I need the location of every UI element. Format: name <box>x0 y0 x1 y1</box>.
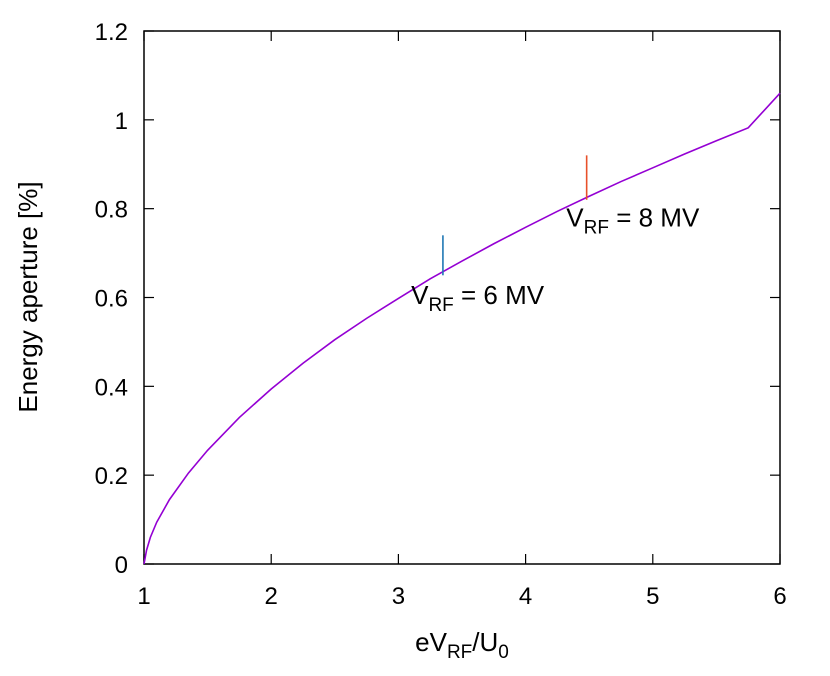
annotation-2: VRF = 8 MV <box>566 155 700 238</box>
annotation-label: VRF = 6 MV <box>411 280 545 316</box>
x-axis-label: eVRF/U0 <box>415 627 509 663</box>
x-tick-label: 6 <box>773 583 786 610</box>
x-tick-label: 3 <box>392 583 405 610</box>
y-tick-label: 0 <box>115 552 128 579</box>
x-tick-label: 1 <box>137 583 150 610</box>
annotation-label-sub: RF <box>428 295 453 316</box>
annotation-label-main: V <box>566 202 584 232</box>
annotation-label-sub: RF <box>584 217 609 238</box>
annotation-label: VRF = 8 MV <box>566 202 700 238</box>
x-tick-label: 5 <box>646 583 659 610</box>
y-tick-label: 0.2 <box>95 463 128 490</box>
x-tick-label: 4 <box>519 583 532 610</box>
y-tick-label: 0.8 <box>95 197 128 224</box>
annotation-1: VRF = 6 MV <box>411 235 545 316</box>
y-tick-label: 0.4 <box>95 374 128 401</box>
x-axis-label-sub2: 0 <box>498 642 509 663</box>
axis-tick-labels: 1 2 3 4 5 6 0 0.2 0.4 0.6 0.8 1 1.2 <box>95 19 787 610</box>
y-tick-label: 1 <box>115 108 128 135</box>
y-axis-label: Energy aperture [%] <box>13 181 43 412</box>
y-tick-label: 1.2 <box>95 19 128 46</box>
annotation-label-main: V <box>411 280 429 310</box>
annotation-label-rest: = 8 MV <box>609 202 700 232</box>
x-axis-label-main: eV <box>415 627 447 657</box>
axis-ticks <box>143 30 781 565</box>
energy-aperture-curve <box>143 92 781 565</box>
x-axis-label-mid: /U <box>472 627 498 657</box>
annotation-label-rest: = 6 MV <box>454 280 545 310</box>
x-axis-label-sub1: RF <box>447 642 472 663</box>
x-tick-label: 2 <box>265 583 278 610</box>
y-tick-label: 0.6 <box>95 286 128 313</box>
